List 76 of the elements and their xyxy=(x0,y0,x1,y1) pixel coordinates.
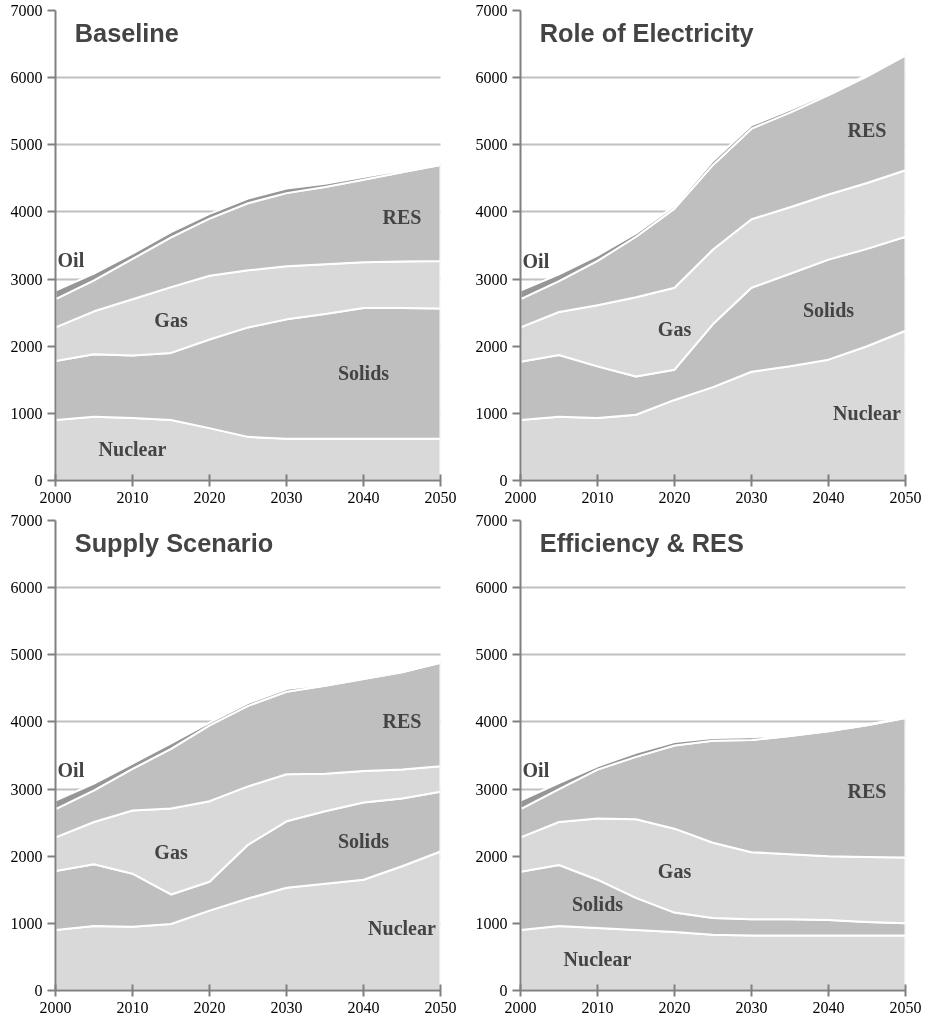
y-tick-label: 2000 xyxy=(475,337,508,355)
chart-title: Role of Electricity xyxy=(539,19,754,48)
y-tick-label: 5000 xyxy=(475,646,508,664)
y-tick-label: 3000 xyxy=(10,780,43,798)
x-tick-label: 2050 xyxy=(889,998,922,1016)
y-tick-label: 0 xyxy=(499,982,508,999)
y-tick-label: 1000 xyxy=(10,404,43,422)
y-tick-label: 3000 xyxy=(475,780,508,798)
series-label: Solids xyxy=(571,892,624,915)
series-label: Nuclear xyxy=(563,948,632,971)
y-tick-label: 5000 xyxy=(475,136,508,154)
series-label: RES xyxy=(382,205,422,228)
y-tick-label: 6000 xyxy=(475,579,508,597)
series-label: RES xyxy=(847,780,887,803)
series-label: Oil xyxy=(57,249,85,272)
series-label: Nuclear xyxy=(98,438,167,461)
series-label: RES xyxy=(382,709,422,732)
x-tick-label: 2020 xyxy=(193,998,226,1016)
y-tick-label: 4000 xyxy=(10,203,43,221)
x-tick-label: 2040 xyxy=(347,488,380,506)
x-tick-label: 2030 xyxy=(270,488,303,506)
y-tick-label: 6000 xyxy=(10,579,43,597)
y-tick-label: 7000 xyxy=(10,512,43,529)
series-label: Gas xyxy=(154,309,188,332)
y-tick-label: 6000 xyxy=(10,69,43,87)
y-tick-label: 2000 xyxy=(10,847,43,865)
y-tick-label: 5000 xyxy=(10,646,43,664)
y-tick-label: 7000 xyxy=(475,2,508,19)
chart-title: Supply Scenario xyxy=(74,529,274,558)
x-tick-label: 2040 xyxy=(347,998,380,1016)
x-tick-label: 2010 xyxy=(581,998,614,1016)
y-tick-label: 7000 xyxy=(475,512,508,529)
y-tick-label: 4000 xyxy=(475,713,508,731)
y-tick-label: 1000 xyxy=(475,404,508,422)
y-tick-label: 0 xyxy=(34,982,43,999)
chart-title: Baseline xyxy=(74,19,179,48)
series-label: Nuclear xyxy=(833,402,901,425)
chart-title: Efficiency & RES xyxy=(539,529,744,558)
series-label: Nuclear xyxy=(368,917,436,940)
x-tick-label: 2010 xyxy=(581,488,614,506)
x-tick-label: 2030 xyxy=(735,488,768,506)
y-tick-label: 0 xyxy=(499,472,508,489)
x-tick-label: 2010 xyxy=(116,488,149,506)
y-tick-label: 4000 xyxy=(475,203,508,221)
series-label: Oil xyxy=(522,758,550,781)
y-tick-label: 6000 xyxy=(475,69,508,87)
series-label: Gas xyxy=(154,840,188,863)
y-tick-label: 1000 xyxy=(10,914,43,932)
y-tick-label: 3000 xyxy=(475,270,508,288)
y-tick-label: 2000 xyxy=(10,337,43,355)
y-tick-label: 7000 xyxy=(10,2,43,19)
series-label: Solids xyxy=(337,362,390,385)
y-tick-label: 4000 xyxy=(10,713,43,731)
x-tick-label: 2020 xyxy=(658,488,691,506)
x-tick-label: 2040 xyxy=(812,488,845,506)
x-tick-label: 2050 xyxy=(889,488,922,506)
x-tick-label: 2030 xyxy=(270,998,303,1016)
series-label: Oil xyxy=(57,759,85,782)
x-tick-label: 2050 xyxy=(424,998,457,1016)
series-label: Gas xyxy=(657,859,692,882)
y-tick-label: 0 xyxy=(34,472,43,489)
x-tick-label: 2010 xyxy=(116,998,149,1016)
x-tick-label: 2040 xyxy=(812,998,845,1016)
series-label: Solids xyxy=(802,298,855,321)
y-tick-label: 3000 xyxy=(10,270,43,288)
y-tick-label: 1000 xyxy=(475,914,508,932)
series-label: Solids xyxy=(337,830,390,853)
series-label: RES xyxy=(847,118,887,141)
series-label: Oil xyxy=(522,249,550,272)
y-tick-label: 5000 xyxy=(10,136,43,154)
x-tick-label: 2030 xyxy=(735,998,768,1016)
x-tick-label: 2020 xyxy=(193,488,226,506)
x-tick-label: 2020 xyxy=(658,998,691,1016)
y-tick-label: 2000 xyxy=(475,847,508,865)
x-tick-label: 2050 xyxy=(424,488,457,506)
series-label: Gas xyxy=(657,317,692,340)
